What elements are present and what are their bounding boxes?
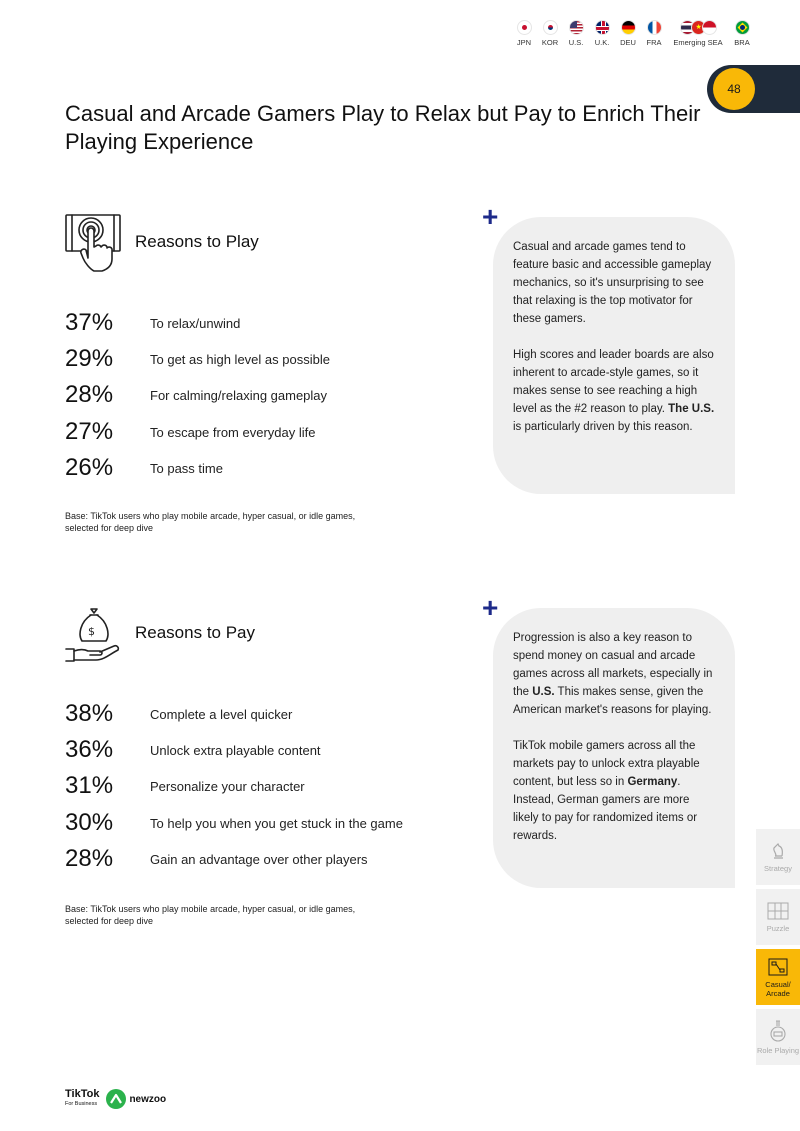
pay-stat-row: 31% Personalize your character bbox=[65, 771, 305, 801]
stat-percent: 36% bbox=[65, 736, 114, 763]
side-tab-strategy[interactable]: Strategy bbox=[756, 829, 800, 885]
stat-label: To escape from everyday life bbox=[150, 424, 316, 440]
sea-flags-icon: ★ bbox=[679, 18, 717, 36]
newzoo-logo: newzoo bbox=[105, 1088, 166, 1110]
stat-label: To pass time bbox=[150, 460, 223, 476]
newzoo-mark-icon bbox=[106, 1089, 127, 1109]
market-label: U.K. bbox=[594, 38, 610, 47]
market-us[interactable]: U.S. bbox=[563, 18, 589, 47]
puzzle-grid-icon bbox=[767, 902, 789, 920]
stat-percent: 37% bbox=[65, 309, 114, 336]
play-stat-row: 29% To get as high level as possible bbox=[65, 344, 330, 374]
stat-label: Personalize your character bbox=[150, 778, 305, 794]
market-label: JPN bbox=[516, 38, 532, 47]
market-label: KOR bbox=[541, 38, 559, 47]
stat-percent: 31% bbox=[65, 772, 114, 799]
japan-flag-icon bbox=[516, 19, 532, 35]
play-stat-row: 28% For calming/relaxing gameplay bbox=[65, 380, 327, 410]
market-label: DEU bbox=[620, 38, 636, 47]
side-tab-role-playing[interactable]: Role Playing bbox=[756, 1009, 800, 1065]
pay-stat-row: 30% To help you when you get stuck in th… bbox=[65, 808, 403, 838]
play-stat-row: 37% To relax/unwind bbox=[65, 308, 240, 338]
market-bra[interactable]: BRA bbox=[729, 18, 755, 47]
stat-label: For calming/relaxing gameplay bbox=[150, 387, 328, 403]
market-sea[interactable]: ★ Emerging SEA bbox=[667, 18, 729, 47]
base-note: Base: TikTok users who play mobile arcad… bbox=[65, 904, 356, 926]
arcade-board-icon bbox=[768, 958, 788, 975]
stat-percent: 26% bbox=[65, 454, 114, 481]
pay-stat-row: 36% Unlock extra playable content bbox=[65, 735, 321, 765]
stat-label: To get as high level as possible bbox=[150, 351, 330, 367]
pay-stat-row: 28% Gain an advantage over other players bbox=[65, 844, 368, 874]
footer-logos: TikTok For Business newzoo bbox=[65, 1088, 166, 1110]
emphasis-germany: Germany bbox=[627, 776, 678, 788]
side-tab-label: Puzzle bbox=[766, 924, 790, 933]
stat-percent: 29% bbox=[65, 345, 114, 372]
market-deu[interactable]: DEU bbox=[615, 18, 641, 47]
touch-screen-icon bbox=[65, 214, 121, 272]
page-number: 48 bbox=[713, 68, 755, 110]
market-label: U.S. bbox=[568, 38, 584, 47]
side-tab-label: Role Playing bbox=[756, 1046, 800, 1055]
us-flag-icon bbox=[568, 19, 584, 35]
play-stat-row: 26% To pass time bbox=[65, 453, 223, 483]
market-label: Emerging SEA bbox=[673, 38, 723, 47]
stat-label: To help you when you get stuck in the ga… bbox=[150, 815, 403, 831]
stat-percent: 30% bbox=[65, 809, 114, 836]
market-label: BRA bbox=[734, 38, 750, 47]
chess-knight-icon bbox=[773, 842, 783, 859]
stat-label: Complete a level quicker bbox=[150, 706, 293, 722]
insight-paragraph: TikTok mobile gamers across all the mark… bbox=[513, 740, 700, 842]
stat-label: Unlock extra playable content bbox=[150, 742, 321, 758]
germany-flag-icon bbox=[620, 19, 636, 35]
stat-label: To relax/unwind bbox=[150, 315, 241, 331]
france-flag-icon bbox=[646, 19, 662, 35]
emphasis-us: The U.S. bbox=[668, 403, 715, 415]
page-title: Casual and Arcade Gamers Play to Relax b… bbox=[65, 101, 701, 154]
stat-label: Gain an advantage over other players bbox=[150, 851, 368, 867]
brazil-flag-icon bbox=[734, 19, 750, 35]
stat-percent: 38% bbox=[65, 700, 114, 727]
pay-stat-row: 38% Complete a level quicker bbox=[65, 699, 292, 729]
plus-icon: + bbox=[482, 201, 499, 232]
uk-flag-icon bbox=[594, 19, 610, 35]
money-bag-hand-icon: $ bbox=[65, 608, 120, 662]
market-uk[interactable]: U.K. bbox=[589, 18, 615, 47]
side-tab-casual-arcade[interactable]: Casual/ Arcade bbox=[756, 949, 800, 1005]
plus-icon: + bbox=[482, 592, 499, 623]
market-label: FRA bbox=[646, 38, 662, 47]
insight-paragraph: High scores and leader boards are also i… bbox=[513, 349, 715, 433]
insight-paragraph: Progression is also a key reason to spen… bbox=[513, 632, 713, 716]
reasons-to-play-heading: Reasons to Play bbox=[135, 232, 259, 251]
stat-percent: 27% bbox=[65, 418, 114, 445]
market-kor[interactable]: KOR bbox=[537, 18, 563, 47]
side-tab-label: Strategy bbox=[764, 864, 792, 873]
play-stat-row: 27% To escape from everyday life bbox=[65, 417, 315, 447]
side-tab-puzzle[interactable]: Puzzle bbox=[756, 889, 800, 945]
stat-percent: 28% bbox=[65, 845, 114, 872]
korea-flag-icon bbox=[542, 19, 558, 35]
side-tab-label: Casual/ Arcade bbox=[765, 979, 791, 998]
potion-flask-icon bbox=[770, 1020, 786, 1042]
stat-percent: 28% bbox=[65, 381, 114, 408]
insight-paragraph: Casual and arcade games tend to feature … bbox=[513, 241, 712, 325]
emphasis-us: U.S. bbox=[532, 686, 555, 698]
reasons-to-pay-heading: Reasons to Pay bbox=[135, 623, 256, 642]
market-fra[interactable]: FRA bbox=[641, 18, 667, 47]
tiktok-for-business-logo: TikTok For Business bbox=[65, 1088, 100, 1108]
play-insight-box: Casual and arcade games tend to feature … bbox=[493, 217, 735, 494]
market-flags: JPN KOR U.S. U.K. DEU FRA ★ Emerging SEA bbox=[511, 18, 755, 47]
base-note: Base: TikTok users who play mobile arcad… bbox=[65, 511, 356, 533]
pay-insight-box: Progression is also a key reason to spen… bbox=[493, 608, 735, 888]
svg-text:$: $ bbox=[88, 625, 95, 638]
market-jpn[interactable]: JPN bbox=[511, 18, 537, 47]
